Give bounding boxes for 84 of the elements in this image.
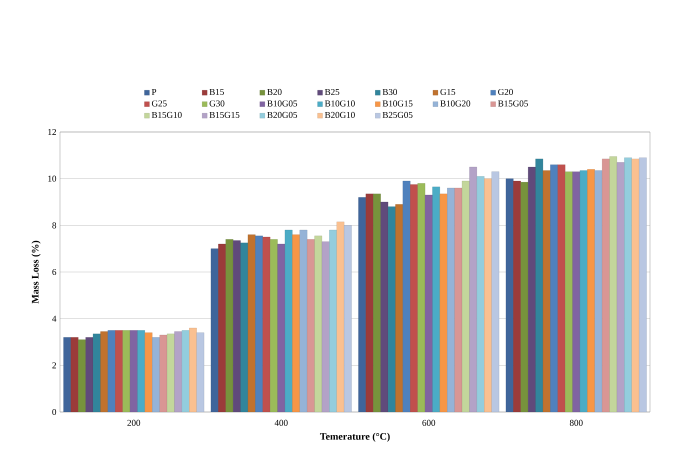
bar: [189, 328, 197, 412]
legend-label: B10G05: [267, 100, 298, 107]
bar: [336, 222, 344, 412]
x-tick-label: 200: [127, 420, 140, 426]
legend-label: G30: [210, 100, 224, 107]
bar: [284, 230, 292, 412]
bar: [218, 244, 226, 412]
bar: [78, 340, 86, 412]
y-tick-label: 4: [52, 316, 56, 322]
legend-label: G20: [498, 88, 513, 96]
legend-label: B15G15: [210, 112, 240, 118]
bar: [262, 236, 270, 412]
legend-label: B10G10: [324, 100, 355, 107]
bar: [115, 330, 123, 412]
bar: [380, 202, 388, 412]
bar: [255, 236, 263, 412]
legend-label: B30: [382, 88, 398, 96]
bar: [137, 330, 145, 412]
y-axis-title: Mass Loss (%): [32, 240, 41, 304]
legend-label: B20G10: [324, 112, 355, 118]
bar: [476, 176, 484, 412]
bar: [624, 158, 632, 412]
x-tick-label: 800: [570, 420, 583, 426]
legend-label: B10G20: [440, 100, 470, 107]
bar: [358, 197, 366, 412]
x-tick-label: 400: [274, 420, 288, 426]
legend-label: G15: [440, 88, 456, 96]
bar: [432, 186, 440, 412]
bar: [182, 330, 190, 412]
y-tick-label: 12: [48, 129, 56, 135]
bar: [373, 194, 381, 412]
y-tick-label: 8: [52, 222, 56, 228]
bar: [550, 164, 558, 412]
bar: [506, 178, 514, 412]
legend-label: B15G10: [152, 112, 182, 118]
bar: [226, 239, 234, 412]
bar: [469, 166, 477, 412]
bar: [402, 180, 410, 412]
bar: [300, 230, 308, 412]
bar: [462, 180, 470, 412]
bar: [410, 184, 418, 412]
y-tick-label: 6: [52, 268, 56, 276]
bar: [86, 337, 94, 412]
y-tick-label: 10: [48, 176, 56, 182]
legend-label: B20G05: [267, 112, 298, 118]
bar: [322, 242, 330, 412]
bar: [210, 248, 218, 412]
bar: [70, 337, 78, 412]
legend-label: B10G15: [382, 100, 413, 107]
y-tick-label: 0: [52, 408, 56, 416]
bar: [63, 337, 71, 412]
bar: [520, 182, 528, 412]
legend-label: P: [152, 88, 156, 95]
bar: [366, 194, 374, 412]
bar: [108, 330, 116, 412]
legend-label: B15G05: [498, 100, 528, 107]
legend-label: B20: [267, 88, 282, 96]
bar: [513, 180, 521, 412]
bar: [528, 166, 536, 412]
bar: [152, 337, 160, 412]
legend-label: B25G05: [382, 112, 413, 118]
bar: [616, 162, 624, 412]
bar: [144, 332, 152, 412]
bar: [166, 334, 175, 412]
bar: [314, 236, 322, 412]
legend-label: G25: [152, 100, 167, 106]
bar: [440, 194, 448, 412]
bar: [233, 240, 241, 412]
bar: [174, 331, 182, 412]
bar: [292, 234, 300, 412]
x-axis-title: Temerature (°C): [320, 432, 390, 442]
legend-label: B15: [210, 88, 224, 95]
bar: [329, 230, 337, 412]
bar: [447, 188, 455, 412]
x-tick-label: 600: [422, 420, 436, 426]
bar: [558, 164, 566, 412]
y-tick-label: 2: [52, 362, 56, 368]
bar: [580, 170, 588, 412]
bar: [594, 170, 602, 412]
legend-label: B25: [324, 88, 340, 96]
bar: [587, 169, 595, 412]
bar: [609, 156, 618, 412]
bar: [632, 158, 640, 412]
bar: [484, 178, 492, 412]
